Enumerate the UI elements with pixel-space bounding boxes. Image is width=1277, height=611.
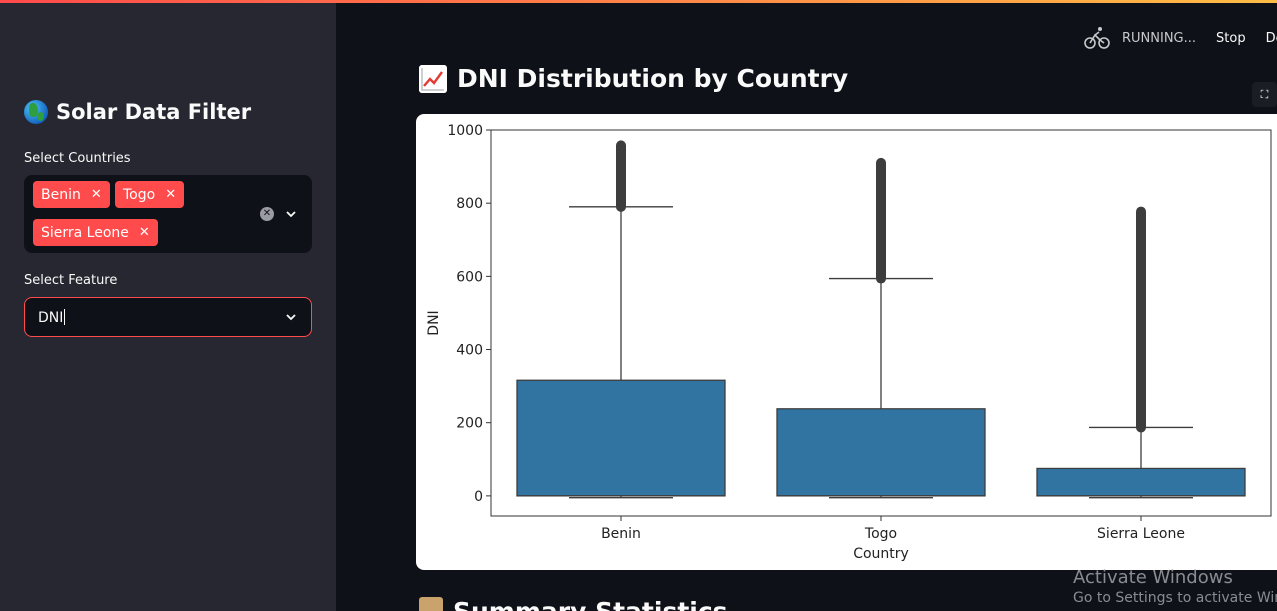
chart-figure: 0 200 400 600 800 1000 Benin Togo Sierra Leone Co… xyxy=(416,114,1277,570)
remove-icon[interactable]: ✕ xyxy=(90,187,102,202)
windows-activation-watermark: Activate Windows Go to Settings to activ… xyxy=(1073,567,1277,606)
x-tick-label: Togo xyxy=(864,526,897,542)
page-title-text: DNI Distribution by Country xyxy=(457,64,849,93)
country-chip-sierra-leone: Sierra Leone ✕ xyxy=(33,219,158,246)
watermark-line-2: Go to Settings to activate Windows. xyxy=(1073,590,1277,606)
sidebar-title: Solar Data Filter xyxy=(24,100,251,124)
box-sierra-leone xyxy=(1036,467,1246,497)
box-plot: 0 200 400 600 800 1000 Benin Togo Sierra Leone Co… xyxy=(426,123,1272,562)
running-bicycle-icon xyxy=(1084,27,1110,49)
y-tick-label: 1000 xyxy=(447,123,483,139)
remove-icon[interactable]: ✕ xyxy=(165,187,177,202)
summary-section-title: Summary Statistics xyxy=(419,596,728,611)
x-tick-label: Benin xyxy=(601,526,641,542)
chip-label: Togo xyxy=(123,186,156,203)
sidebar-title-text: Solar Data Filter xyxy=(56,100,252,124)
x-axis-label: Country xyxy=(853,546,909,562)
y-tick-label: 200 xyxy=(456,416,483,432)
clear-all-icon[interactable]: ✕ xyxy=(260,207,274,221)
clipboard-icon xyxy=(419,597,443,611)
y-axis-label: DNI xyxy=(426,310,442,335)
deploy-button[interactable]: Dep xyxy=(1265,30,1277,46)
stop-button[interactable]: Stop xyxy=(1216,30,1246,46)
watermark-line-1: Activate Windows xyxy=(1073,567,1233,588)
page-title: DNI Distribution by Country xyxy=(419,64,848,93)
summary-title-text: Summary Statistics xyxy=(453,596,728,611)
feature-select[interactable]: DNI xyxy=(24,297,312,337)
countries-multiselect[interactable]: Benin ✕ Togo ✕ Sierra Leone ✕ ✕ xyxy=(24,175,312,253)
fullscreen-icon[interactable]: ⛶ xyxy=(1252,82,1277,107)
app-header-actions: RUNNING... Stop Dep xyxy=(1084,26,1277,50)
top-decoration-bar xyxy=(0,0,1277,3)
globe-icon xyxy=(24,100,48,124)
running-status: RUNNING... xyxy=(1122,30,1197,46)
box-togo xyxy=(776,408,986,497)
y-tick-label: 0 xyxy=(474,489,483,505)
x-tick-label: Sierra Leone xyxy=(1097,526,1185,542)
chart-increasing-icon xyxy=(419,64,447,93)
feature-label: Select Feature xyxy=(24,273,118,288)
country-chip-togo: Togo ✕ xyxy=(115,181,185,208)
feature-select-text: DNI xyxy=(38,310,64,326)
text-cursor xyxy=(64,309,66,325)
feature-select-value: DNI xyxy=(38,309,66,326)
y-tick-label: 600 xyxy=(456,269,483,285)
chevron-down-icon[interactable] xyxy=(285,208,297,220)
remove-icon[interactable]: ✕ xyxy=(138,225,150,240)
y-tick-label: 400 xyxy=(456,343,483,359)
countries-label: Select Countries xyxy=(24,151,131,166)
box-benin xyxy=(516,379,726,497)
chip-label: Sierra Leone xyxy=(41,224,129,241)
chip-label: Benin xyxy=(41,186,81,203)
chevron-down-icon[interactable] xyxy=(285,311,297,323)
y-tick-label: 800 xyxy=(456,196,483,212)
country-chip-benin: Benin ✕ xyxy=(33,181,110,208)
